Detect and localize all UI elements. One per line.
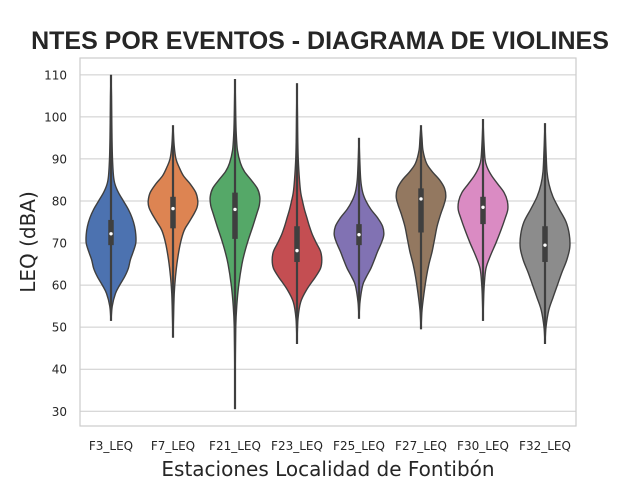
- y-tick-110: 110: [44, 68, 67, 82]
- violin-median-F30_LEQ: [481, 205, 485, 210]
- y-tick-70: 70: [52, 237, 67, 251]
- x-tick-F7_LEQ: F7_LEQ: [151, 439, 195, 453]
- violin-F27_LEQ: [395, 125, 447, 330]
- x-tick-F23_LEQ: F23_LEQ: [271, 439, 323, 453]
- plot-frame: [79, 57, 577, 427]
- x-tick-F32_LEQ: F32_LEQ: [519, 439, 571, 453]
- y-tick-40: 40: [52, 363, 67, 377]
- violin-F23_LEQ: [271, 83, 323, 345]
- y-tick-80: 80: [52, 194, 67, 208]
- violin-F32_LEQ: [519, 123, 571, 345]
- violin-median-F21_LEQ: [233, 207, 237, 212]
- violin-median-F32_LEQ: [543, 243, 547, 247]
- y-tick-30: 30: [52, 405, 67, 419]
- y-tick-60: 60: [52, 279, 67, 293]
- y-tick-50: 50: [52, 321, 67, 335]
- x-tick-F21_LEQ: F21_LEQ: [209, 439, 261, 453]
- violin-F3_LEQ: [85, 74, 137, 321]
- violin-F25_LEQ: [333, 137, 385, 319]
- chart-title: NTES POR EVENTOS - DIAGRAMA DE VIOLINES: [31, 27, 609, 55]
- x-tick-F30_LEQ: F30_LEQ: [457, 439, 509, 453]
- violin-F7_LEQ: [147, 125, 199, 338]
- y-tick-labels: 30 40 50 60 70 80 90 100 110: [44, 68, 67, 418]
- grid-lines: [80, 74, 576, 412]
- violin-F30_LEQ: [457, 118, 509, 321]
- violin-median-F27_LEQ: [419, 197, 423, 201]
- x-tick-F3_LEQ: F3_LEQ: [89, 439, 133, 453]
- violin-F21_LEQ: [209, 79, 261, 410]
- violin-median-F3_LEQ: [109, 232, 113, 236]
- x-tick-F25_LEQ: F25_LEQ: [333, 439, 385, 453]
- x-tick-F27_LEQ: F27_LEQ: [395, 439, 447, 453]
- y-axis-label: LEQ (dBA): [16, 191, 40, 293]
- y-tick-100: 100: [44, 110, 67, 124]
- y-tick-90: 90: [52, 152, 67, 166]
- violins: [85, 74, 571, 410]
- x-tick-labels: F3_LEQ F7_LEQ F21_LEQ F23_LEQ F25_LEQ F27_LEQ…: [89, 439, 571, 453]
- violin-median-F7_LEQ: [171, 206, 175, 211]
- violin-median-F25_LEQ: [357, 232, 361, 237]
- violin-median-F23_LEQ: [295, 248, 299, 253]
- x-axis-label: Estaciones Localidad de Fontibón: [161, 457, 494, 480]
